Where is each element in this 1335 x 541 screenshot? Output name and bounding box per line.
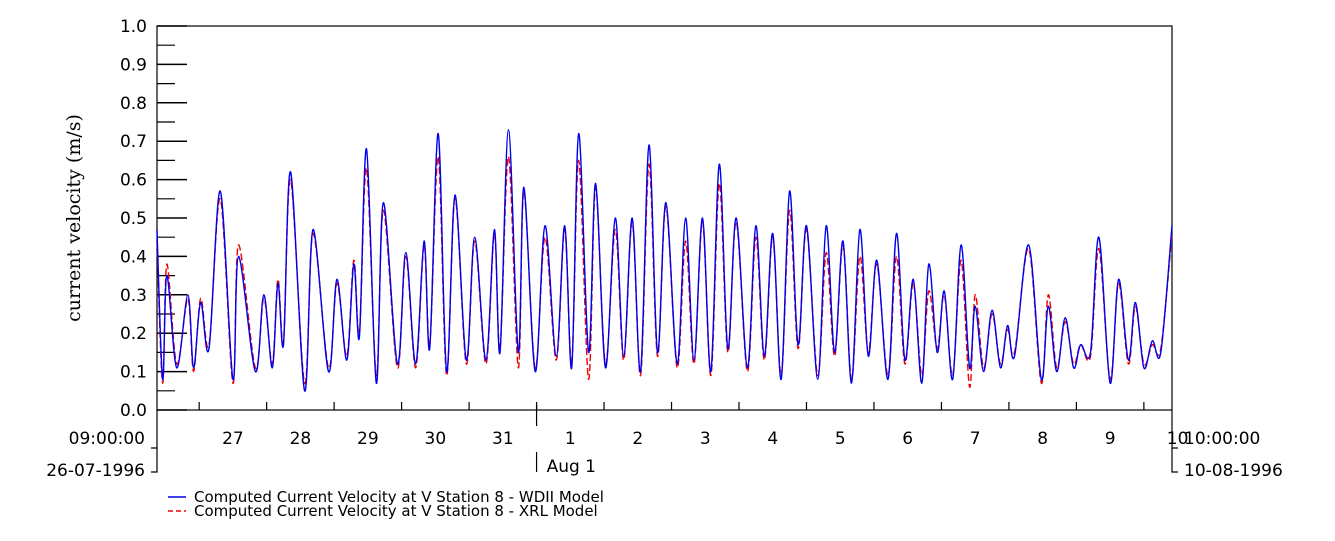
x-start-date-label: 26-07-1996 (46, 461, 145, 481)
series-group (156, 129, 1173, 392)
x-tick-label: 6 (902, 429, 913, 449)
y-tick-label: 0.4 (120, 247, 147, 267)
y-tick-label: 0.3 (120, 286, 147, 306)
y-tick-label: 0.2 (120, 324, 147, 344)
x-tick-label: 29 (357, 429, 379, 449)
x-tick-label: 4 (767, 429, 778, 449)
legend: Computed Current Velocity at V Station 8… (168, 488, 604, 520)
x-end-date-label: 10-08-1996 (1184, 461, 1283, 481)
month-marker-label: Aug 1 (547, 457, 596, 477)
x-tick-label: 1 (565, 429, 576, 449)
y-tick-label: 0.9 (120, 55, 147, 75)
series-line-wdii (156, 129, 1173, 392)
y-axis: 0.0 0.1 0.2 0.3 0.4 0.5 0.6 0.7 0.8 0.9 1.0 (120, 17, 187, 421)
y-tick-label: 0.6 (120, 171, 147, 191)
y-axis-title: current velocity (m/s) (63, 114, 85, 322)
x-tick-label: 30 (425, 429, 447, 449)
series-line-xrl (156, 155, 1173, 388)
x-tick-label: 9 (1105, 429, 1116, 449)
y-tick-label: 0.1 (120, 363, 147, 383)
x-start-time-label: 09:00:00 (69, 429, 145, 449)
legend-label: Computed Current Velocity at V Station 8… (194, 488, 604, 506)
y-tick-label: 0.5 (120, 209, 147, 229)
x-start-bracket-lower (151, 448, 158, 473)
x-end-bracket-lower (1171, 448, 1178, 473)
x-tick-label: 3 (700, 429, 711, 449)
x-tick-label: 5 (835, 429, 846, 449)
legend-label: Computed Current Velocity at V Station 8… (194, 502, 598, 520)
x-tick-label: 8 (1037, 429, 1048, 449)
y-tick-label: 0.8 (120, 94, 147, 114)
x-tick-label: 2 (632, 429, 643, 449)
x-start-bracket-upper (151, 410, 158, 449)
x-tick-label: 27 (222, 429, 244, 449)
x-tick-label: 28 (290, 429, 312, 449)
y-tick-label: 0.7 (120, 132, 147, 152)
y-tick-label: 1.0 (120, 17, 147, 37)
x-end-time-label: 10:00:00 (1184, 429, 1260, 449)
x-tick-label: 31 (492, 429, 514, 449)
y-tick-label: 0.0 (120, 401, 147, 421)
x-tick-label: 7 (970, 429, 981, 449)
